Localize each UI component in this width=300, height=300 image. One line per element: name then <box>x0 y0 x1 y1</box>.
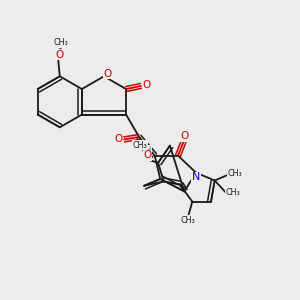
Text: N: N <box>192 172 200 182</box>
Text: H: H <box>144 146 152 156</box>
Text: O: O <box>103 69 112 79</box>
Text: O: O <box>143 150 151 160</box>
Text: O: O <box>115 134 123 144</box>
Text: CH₃: CH₃ <box>54 38 69 47</box>
Text: O: O <box>56 50 64 59</box>
Text: CH₃: CH₃ <box>133 141 147 150</box>
Text: CH₃: CH₃ <box>181 216 195 225</box>
Text: CH₃: CH₃ <box>225 188 240 197</box>
Text: O: O <box>180 131 188 141</box>
Text: O: O <box>142 80 150 90</box>
Text: CH₃: CH₃ <box>227 169 242 178</box>
